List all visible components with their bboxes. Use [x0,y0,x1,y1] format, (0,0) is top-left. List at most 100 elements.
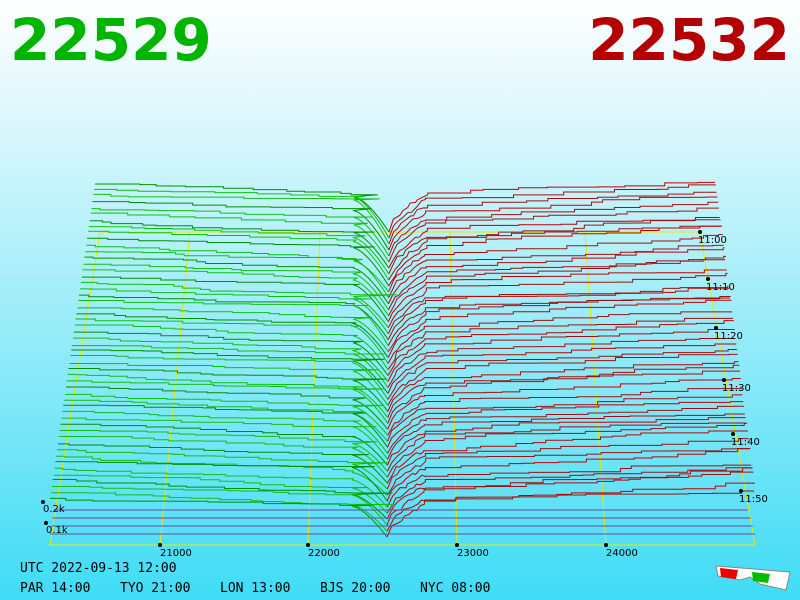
bid-depth [66,380,389,424]
bid-depth [50,497,388,538]
bid-depth [94,188,390,239]
bid-depth [72,345,389,388]
ask-depth [387,349,737,400]
bid-depth [71,349,389,394]
ask-depth [387,387,743,436]
bid-depth [50,492,393,532]
ask-depth [387,317,734,370]
glasses-icon [715,565,791,591]
bid-price: 22529 [10,6,212,74]
ask-depth [388,255,726,316]
ask-price: 22532 [588,6,790,74]
bid-depth [89,220,390,269]
bid-depth [61,417,388,460]
city-clock: NYC 08:00 [420,581,490,596]
price-label: 24000 [606,548,638,559]
ask-depth [387,343,737,394]
bid-depth [83,263,389,311]
depth-tick [44,521,48,525]
ask-depth [387,394,743,442]
ask-depth [388,207,719,263]
bid-depth [92,201,390,251]
ask-depth [386,422,748,478]
ask-depth [386,490,755,532]
bid-depth [79,294,389,340]
price-label: 23000 [457,548,489,559]
ask-depth [386,467,753,520]
ask-depth [387,311,733,364]
bid-depth [60,423,388,466]
ask-depth [386,438,749,490]
ask-depth [387,287,730,340]
ask-depth [388,219,721,275]
depth-label: 0.1k [46,525,68,536]
ask-depth [387,269,727,322]
ask-depth [388,225,722,281]
price-label: 21000 [160,548,192,559]
time-label: 11:50 [739,494,768,505]
bid-depth [76,313,389,358]
bid-depth [69,363,389,406]
ask-depth [388,259,726,310]
bid-depth [67,373,389,418]
bid-depth [52,478,393,520]
ask-depth [387,272,728,328]
ask-depth [387,361,739,412]
bid-depth [84,256,389,305]
bid-depth [77,307,389,352]
bid-depth [59,429,388,472]
ask-depth [388,234,723,293]
ask-depth [387,329,735,382]
ask-depth [387,337,736,388]
time-tick [739,489,743,493]
city-clock: BJS 20:00 [320,581,390,596]
price-tick [158,543,162,547]
bid-depth [68,368,389,412]
bid-depth [54,467,388,508]
ask-depth [386,464,752,508]
price-grid-line [159,231,191,546]
bid-depth [57,443,388,484]
bid-depth [55,461,388,502]
bid-depth [88,226,390,275]
bid-depth [91,208,390,257]
depth-tick [41,500,45,504]
ask-depth [388,184,716,239]
bid-depth [87,230,390,281]
ask-depth [387,378,741,430]
ask-depth [388,196,718,251]
city-clock: TYO 21:00 [120,581,190,596]
time-tick [698,230,702,234]
price-grid-line [307,231,321,546]
time-tick [706,277,710,281]
bid-depth [82,269,389,317]
city-clock: LON 13:00 [220,581,290,596]
ask-depth [386,467,752,514]
time-label: 11:30 [722,383,751,394]
bid-depth [51,486,388,526]
ask-depth [388,191,717,245]
bid-depth [72,337,389,382]
ask-depth [386,482,755,538]
price-tick [306,543,310,547]
time-label: 11:20 [714,331,743,342]
ask-depth [388,247,725,304]
bid-depth [57,449,389,490]
price-tick [455,543,459,547]
ask-depth [387,353,738,406]
ask-depth [386,448,751,502]
depth-curtain [49,181,756,546]
depth-label: 0.2k [43,504,65,515]
bid-depth [73,331,389,376]
bid-depth [78,299,389,346]
ask-depth [388,181,715,233]
ask-depth [388,201,719,257]
bid-depth [65,386,389,430]
bid-depth [95,183,390,233]
ask-depth [388,244,724,299]
bid-depth [90,212,390,263]
bid-depth [53,474,388,514]
city-clock: PAR 14:00 [20,581,90,596]
price-grid-line [449,231,458,546]
ask-depth [387,417,746,466]
